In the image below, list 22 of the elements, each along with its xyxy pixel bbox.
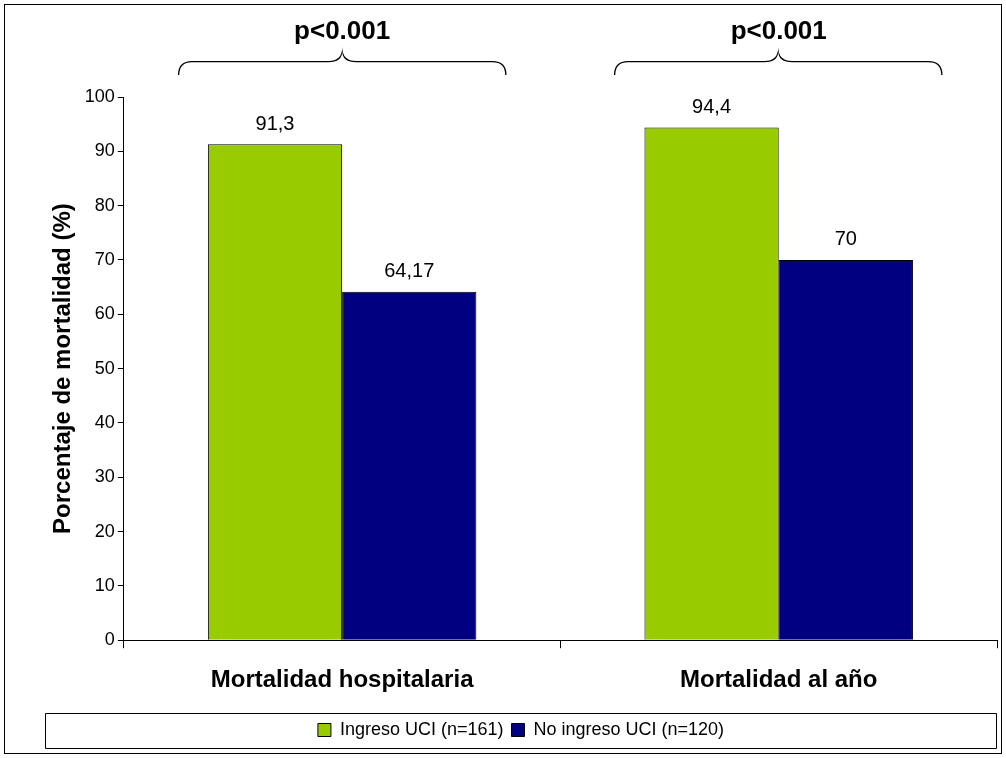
y-tick-label: 0 <box>104 629 115 650</box>
y-axis-title: Porcentaje de mortalidad (%) <box>48 203 76 534</box>
y-tick-label: 80 <box>94 194 115 215</box>
y-tick-label: 90 <box>94 140 115 161</box>
data-label: 64,17 <box>384 259 435 282</box>
y-tick-label: 30 <box>94 466 115 487</box>
y-tick-label: 50 <box>94 357 115 378</box>
x-tick-label: Mortalidad hospitalaria <box>210 665 475 693</box>
y-tick-label: 100 <box>84 85 115 106</box>
data-label: 91,3 <box>255 111 295 134</box>
data-label: 94,4 <box>692 94 732 117</box>
x-tick-label: Mortalidad al año <box>680 665 878 693</box>
y-tick-label: 40 <box>94 411 115 432</box>
y-tick-label: 20 <box>94 520 115 541</box>
legend-label: No ingreso UCI (n=120) <box>533 718 725 739</box>
legend-label: Ingreso UCI (n=161) <box>339 718 504 739</box>
y-tick-label: 60 <box>94 303 115 324</box>
y-tick-label: 70 <box>94 248 115 269</box>
data-label: 70 <box>834 227 857 250</box>
text: p<0.001 <box>294 15 391 46</box>
y-tick-label: 10 <box>94 574 115 595</box>
text: p<0.001 <box>730 15 827 46</box>
